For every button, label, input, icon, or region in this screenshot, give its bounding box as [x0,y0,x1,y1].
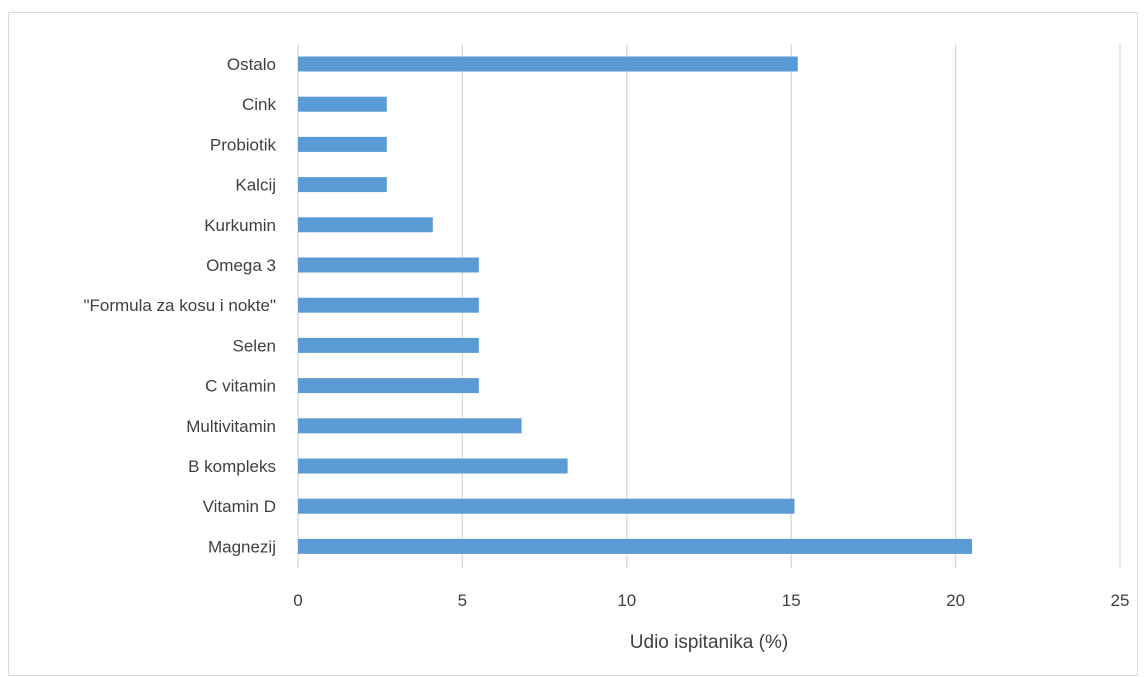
x-tick-label: 20 [946,591,965,610]
x-tick-label: 10 [617,591,636,610]
bar [298,498,795,514]
bar [298,56,798,72]
category-label: B kompleks [188,457,276,476]
x-tick-label: 5 [458,591,467,610]
bar [298,538,973,554]
category-label: Multivitamin [186,417,276,436]
category-labels: Ostalo Cink Probiotik Kalcij Kurkumin Omega 3… [83,55,276,556]
bar [298,337,479,353]
x-tick-label: 0 [293,591,302,610]
bar [298,418,522,434]
bar [298,458,568,474]
category-label: Vitamin D [203,497,276,516]
x-tick-label: 25 [1111,591,1130,610]
category-label: Selen [233,336,276,355]
category-label: Probiotik [210,135,277,154]
bar [298,136,387,152]
category-label: Kalcij [235,176,276,195]
bar [298,378,479,394]
bar [298,217,433,233]
category-label: Kurkumin [204,216,276,235]
category-label: Omega 3 [206,256,276,275]
x-axis-title: Udio ispitanika (%) [630,632,788,653]
category-label: C vitamin [205,377,276,396]
bar [298,297,479,313]
x-tick-label: 15 [782,591,801,610]
category-label: Magnezij [208,537,276,556]
category-label: "Formula za kosu i nokte" [83,296,276,315]
gridlines [297,44,1121,568]
bars [298,56,973,554]
category-label: Ostalo [227,55,276,74]
bar [298,96,387,112]
category-label: Cink [242,95,277,114]
chart-frame [8,12,1138,676]
bar [298,177,387,193]
x-tick-labels: 0 5 10 15 20 25 [293,591,1129,610]
bar [298,257,479,273]
